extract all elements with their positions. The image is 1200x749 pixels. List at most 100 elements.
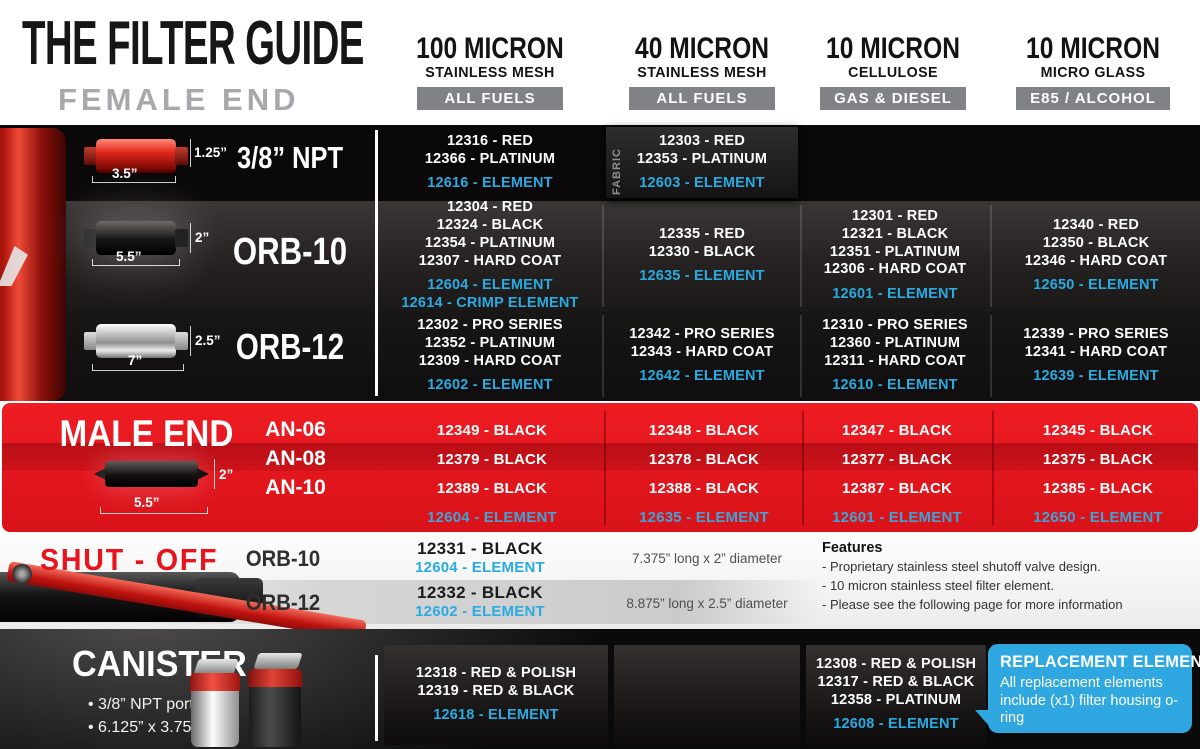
dimension-line: [100, 513, 208, 514]
element-numbers: 12603 - ELEMENT: [639, 175, 765, 192]
element-numbers: 12650 - ELEMENT: [1033, 508, 1163, 526]
part-numbers: 12318 - RED & POLISH 12319 - RED & BLACK: [415, 664, 577, 699]
table-cell: 12385 - BLACK: [1042, 479, 1154, 497]
row-label-npt: 3/8” NPT: [237, 140, 343, 175]
element-numbers: 12635 - ELEMENT: [639, 268, 765, 285]
filter-body: [96, 324, 176, 358]
table-cell: 12389 - BLACK: [436, 479, 548, 497]
table-cell: 12377 - BLACK: [841, 450, 953, 468]
features-block: Features - Proprietary stainless steel s…: [822, 540, 1123, 615]
dimension-line: [92, 265, 180, 266]
element-numbers: 12601 - ELEMENT: [832, 508, 962, 526]
table-cell: 12310 - PRO SERIES 12360 - PLATINUM 1231…: [802, 313, 988, 399]
callout-body: All replacement elements include (x1) fi…: [1000, 675, 1179, 727]
npt-filter-image: [84, 139, 188, 173]
column-divider: [802, 411, 804, 525]
table-cell: 12340 - RED 12350 - BLACK 12346 - HARD C…: [992, 203, 1200, 309]
row-label-orb10: ORB-10: [245, 546, 321, 571]
table-cell: 12339 - PRO SERIES 12341 - HARD COAT 126…: [992, 313, 1200, 399]
canister-section: CANISTER • 3/8” NPT ports. • 6.125” x 3.…: [0, 629, 1200, 749]
dimension-tick: [179, 259, 180, 266]
element-numbers: 12608 - ELEMENT: [833, 716, 959, 733]
part-numbers: 12310 - PRO SERIES 12360 - PLATINUM 1231…: [822, 316, 968, 369]
table-cell-empty: [614, 645, 800, 745]
label-column-divider: [375, 655, 378, 741]
row-label-an10: AN-10: [265, 476, 326, 499]
filter-fitting: [84, 147, 97, 165]
dimension-tick: [207, 507, 208, 514]
table-cell: 12332 - BLACK 12602 - ELEMENT: [380, 583, 580, 620]
part-numbers: 12335 - RED 12330 - BLACK: [648, 225, 756, 260]
part-numbers: 12340 - RED 12350 - BLACK 12346 - HARD C…: [1024, 216, 1168, 269]
dimension-line: [190, 139, 191, 167]
canister-body: [191, 691, 239, 747]
table-cell: 12308 - RED & POLISH 12317 - RED & BLACK…: [806, 645, 986, 745]
length-dimension: 5.5”: [116, 249, 142, 264]
row-label-orb12: ORB-12: [235, 326, 345, 367]
dimension-tick: [100, 507, 101, 514]
column-divider: [602, 205, 604, 307]
dimension-line: [190, 326, 191, 356]
height-dimension: 1.25”: [194, 145, 228, 160]
table-cell: 12302 - PRO SERIES 12352 - PLATINUM 1230…: [382, 313, 598, 399]
part-numbers: 12304 - RED 12324 - BLACK 12354 - PLATIN…: [418, 198, 562, 269]
element-number: 12602 - ELEMENT: [415, 603, 545, 620]
table-cell: 12379 - BLACK: [436, 450, 548, 468]
dimension-line: [190, 223, 191, 253]
column-header-10-micron-microglass: 10 MICRON MICRO GLASS E85 / ALCOHOL: [988, 33, 1198, 110]
filter-body: [96, 221, 176, 255]
table-cell: 12347 - BLACK: [841, 421, 953, 439]
part-numbers: 12303 - RED 12353 - PLATINUM: [636, 132, 768, 167]
table-cell: 12335 - RED 12330 - BLACK 12635 - ELEMEN…: [606, 203, 798, 309]
male-end-heading: MALE END: [59, 413, 234, 454]
orb10-filter-image: [84, 221, 188, 255]
element-numbers: 12601 - ELEMENT: [832, 286, 958, 303]
shutoff-valve-hinge-image: [12, 564, 32, 584]
row-label-orb12: ORB-12: [245, 590, 321, 615]
filter-fitting: [175, 147, 188, 165]
element-numbers: 12635 - ELEMENT: [639, 508, 769, 526]
table-cell: 12316 - RED 12366 - PLATINUM 12616 - ELE…: [382, 127, 598, 199]
part-number: 12332 - BLACK: [417, 583, 543, 602]
fuel-badge: E85 / ALCOHOL: [1016, 87, 1170, 110]
height-dimension: 2”: [195, 230, 210, 245]
canister-body: [249, 687, 301, 747]
table-cell: 12348 - BLACK: [648, 421, 760, 439]
size-note: 7.375” long x 2” diameter: [631, 551, 783, 566]
orb12-filter-image: [84, 324, 188, 358]
column-media: MICRO GLASS: [1040, 64, 1146, 81]
dimension-line: [214, 459, 215, 489]
element-numbers: 12602 - ELEMENT: [427, 377, 553, 394]
column-micron: 100 MICRON: [416, 32, 564, 65]
table-cell: 12388 - BLACK: [648, 479, 760, 497]
table-cell: 12342 - PRO SERIES 12343 - HARD COAT 126…: [606, 313, 798, 399]
filter-fitting: [175, 229, 188, 247]
shut-off-heading: SHUT - OFF: [40, 542, 219, 577]
row-band-orb12: [0, 311, 1200, 401]
element-numbers: 12650 - ELEMENT: [1033, 277, 1159, 294]
canister-cap: [190, 673, 240, 691]
column-media: STAINLESS MESH: [425, 64, 555, 81]
label-column-divider: [375, 130, 378, 396]
female-end-table: FABRIC 1.25” 3.5” 2” 5.5”: [0, 125, 1200, 401]
element-numbers: 12639 - ELEMENT: [1033, 368, 1159, 385]
element-numbers: 12618 - ELEMENT: [433, 707, 559, 724]
filter-body: [96, 139, 176, 173]
features-list: - Proprietary stainless steel shutoff va…: [822, 559, 1123, 612]
features-heading: Features: [822, 540, 883, 556]
table-cell: 12375 - BLACK: [1042, 450, 1154, 468]
size-note: 8.875” long x 2.5” diameter: [626, 596, 788, 611]
table-cell: 12349 - BLACK: [436, 421, 548, 439]
canister-cap: [248, 669, 302, 687]
column-media: STAINLESS MESH: [637, 64, 767, 81]
column-divider: [992, 411, 994, 525]
column-divider: [990, 315, 992, 397]
element-numbers: 12610 - ELEMENT: [832, 377, 958, 394]
column-header-40-micron: 40 MICRON STAINLESS MESH ALL FUELS: [600, 33, 804, 110]
table-cell: 12303 - RED 12353 - PLATINUM 12603 - ELE…: [606, 127, 798, 199]
height-dimension: 2”: [219, 467, 234, 482]
column-divider: [604, 411, 606, 525]
table-cell: 12345 - BLACK: [1042, 421, 1154, 439]
aeromotive-logo-mark: [0, 246, 28, 286]
